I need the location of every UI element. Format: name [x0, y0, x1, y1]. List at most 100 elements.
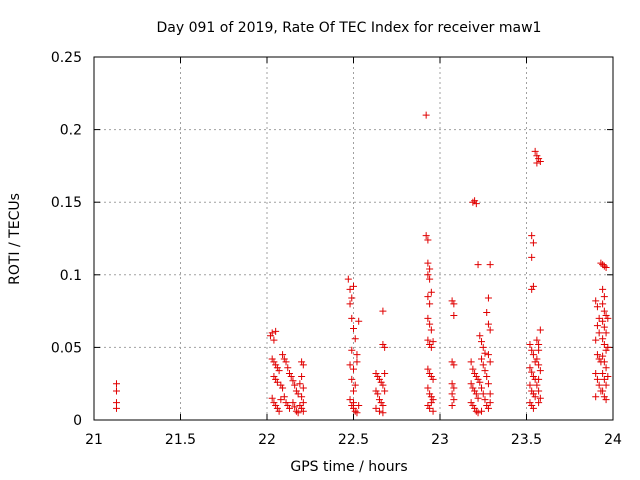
data-point	[268, 355, 276, 363]
data-point	[599, 261, 607, 269]
data-point	[427, 326, 435, 334]
data-point	[353, 358, 361, 366]
data-point	[604, 343, 612, 351]
data-point	[529, 404, 537, 412]
data-point	[474, 261, 482, 269]
data-point	[483, 372, 491, 380]
data-point	[291, 381, 299, 389]
data-point	[112, 404, 120, 412]
data-point	[298, 393, 306, 401]
y-axis-label: ROTI / TECUs	[7, 193, 23, 285]
data-point	[472, 372, 480, 380]
data-point	[467, 399, 475, 407]
data-point	[478, 407, 486, 415]
data-point	[381, 343, 389, 351]
data-point	[478, 338, 486, 346]
data-point	[599, 370, 607, 378]
data-point	[375, 375, 383, 383]
data-point	[426, 275, 434, 283]
data-point	[467, 380, 475, 388]
data-point	[533, 355, 541, 363]
data-point	[602, 381, 610, 389]
data-point	[472, 200, 480, 208]
data-point	[479, 343, 487, 351]
data-point	[602, 264, 610, 272]
data-point	[486, 326, 494, 334]
data-point	[535, 375, 543, 383]
data-point	[299, 384, 307, 392]
data-point	[427, 343, 435, 351]
data-point	[348, 314, 356, 322]
data-point	[429, 375, 437, 383]
data-point	[280, 393, 288, 401]
data-point	[426, 340, 434, 348]
data-point	[448, 358, 456, 366]
data-point	[292, 387, 300, 395]
data-point	[344, 275, 352, 283]
data-point	[592, 393, 600, 401]
data-point	[602, 346, 610, 354]
data-point	[379, 409, 387, 417]
data-point	[486, 261, 494, 269]
data-point	[467, 358, 475, 366]
data-point	[450, 361, 458, 369]
data-point	[602, 396, 610, 404]
data-point	[424, 259, 432, 267]
data-point	[602, 364, 610, 372]
data-point	[426, 300, 434, 308]
data-point	[348, 401, 356, 409]
data-point	[372, 404, 380, 412]
data-point	[600, 375, 608, 383]
data-point	[279, 351, 287, 359]
data-point	[426, 370, 434, 378]
data-point	[448, 380, 456, 388]
data-point	[429, 407, 437, 415]
data-point	[351, 407, 359, 415]
data-point	[600, 393, 608, 401]
data-point	[296, 380, 304, 388]
data-point	[595, 314, 603, 322]
data-point	[294, 390, 302, 398]
data-point	[474, 409, 482, 417]
data-point	[481, 349, 489, 357]
data-point	[351, 335, 359, 343]
data-point	[268, 394, 276, 402]
data-point	[528, 285, 536, 293]
data-point	[486, 358, 494, 366]
data-point	[270, 372, 278, 380]
data-point	[277, 396, 285, 404]
data-point	[536, 394, 544, 402]
data-point	[273, 378, 281, 386]
data-point	[299, 361, 307, 369]
data-point	[533, 336, 541, 344]
data-point	[597, 259, 605, 267]
data-point	[284, 401, 292, 409]
y-axis: 0 0.05 0.1 0.15 0.2 0.25	[51, 50, 613, 429]
data-point	[275, 367, 283, 375]
data-point	[469, 365, 477, 373]
data-point	[279, 384, 287, 392]
data-point	[427, 372, 435, 380]
data-point	[424, 314, 432, 322]
data-point	[471, 387, 479, 395]
data-point	[484, 351, 492, 359]
data-point	[350, 282, 357, 290]
data-point	[533, 152, 541, 160]
chart-title: Day 091 of 2019, Rate Of TEC Index for r…	[157, 20, 542, 36]
data-point	[429, 338, 437, 346]
data-point	[602, 311, 610, 319]
data-point	[600, 262, 608, 270]
data-point	[272, 401, 280, 409]
data-point	[289, 377, 297, 385]
data-point	[595, 329, 603, 337]
y-tick-label: 0.15	[51, 195, 82, 211]
x-axis-label: GPS time / hours	[290, 459, 407, 475]
y-tick-label: 0.2	[60, 123, 82, 139]
data-point	[272, 361, 280, 369]
data-point	[604, 314, 612, 322]
data-point	[448, 390, 456, 398]
data-point	[529, 351, 537, 359]
data-point	[535, 387, 543, 395]
data-point	[448, 297, 456, 305]
